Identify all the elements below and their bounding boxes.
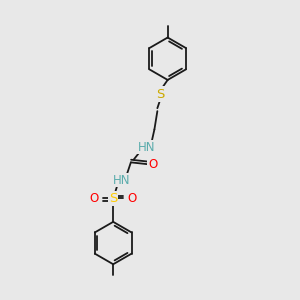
Text: HN: HN: [113, 173, 131, 187]
Text: O: O: [90, 192, 99, 205]
Text: S: S: [109, 192, 117, 205]
Text: O: O: [128, 192, 137, 205]
Text: O: O: [148, 158, 158, 171]
Text: HN: HN: [137, 141, 155, 154]
Text: S: S: [156, 88, 164, 100]
